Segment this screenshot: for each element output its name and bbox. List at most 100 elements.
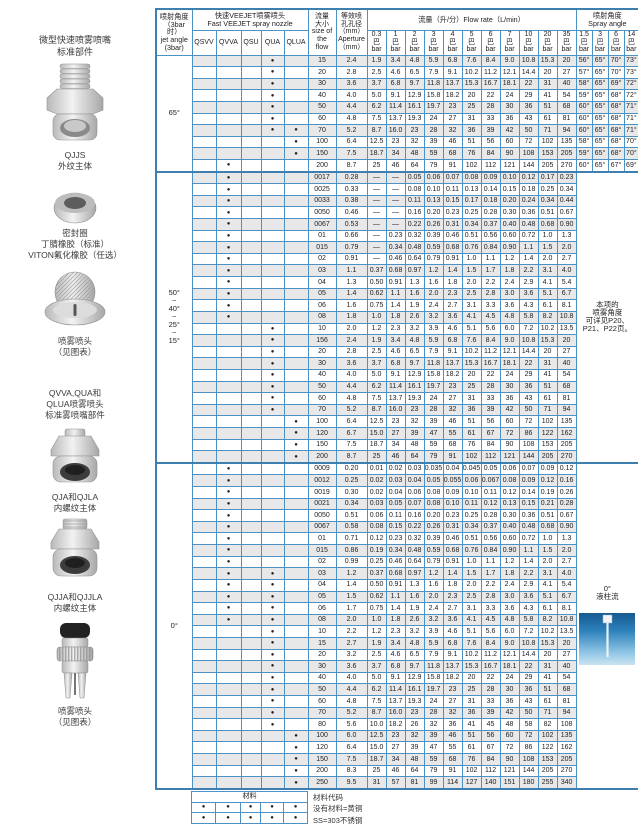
rate-cell: 18.2 [442,671,463,685]
rate-cell: 51 [461,729,482,743]
table-row: ● 50 4.4 6.2 11.4 16.1 19.7 23 25 28 30 36 51 68 [156,683,638,696]
rate-cell: 151 [499,776,520,790]
rate-cell: 22 [518,660,539,673]
rate-cell: 1.3 [404,276,425,289]
rate-cell: 19.3 [404,112,425,126]
stream-image-wrap [577,605,638,667]
rate-cell: 16.0 [385,124,406,137]
rate-cell: 51 [461,135,482,149]
dot-cell [191,194,217,208]
dot-cell: ● [215,532,242,546]
dot-cell [215,706,242,720]
rate-cell: 9.1 [385,89,406,102]
flow-cell: 15 [307,54,337,68]
rate-cell: 0.79 [423,252,444,266]
rate-cell: 6.0 [499,625,520,638]
spray-pressure-header: 14 巴 bar [623,29,638,56]
dot-cell [191,544,217,557]
rate-cell: 270 [556,158,577,173]
dot-cell [191,276,217,289]
rate-cell: 0.25 [461,206,482,220]
aperture-cell: 4.0 [335,368,368,382]
rate-cell: 16.1 [404,683,425,696]
flow-cell: 156 [307,334,337,347]
dot-cell: ● [215,183,242,196]
rate-cell: 23 [404,403,425,417]
aperture-cell: 1.6 [335,299,368,312]
table-row: ● 0021 0.34 0.03 0.05 0.07 0.08 0.10 0.11 0.12 0.1… [156,497,638,511]
rate-cell: 34 [385,753,406,766]
rate-cell: 0.97 [404,264,425,278]
dot-cell [283,671,309,685]
rate-cell: 0.30 [499,509,520,522]
aperture-cell: 1.1 [335,264,368,278]
dot-cell: ● [260,578,285,592]
rate-cell: 1.7 [480,567,501,580]
spray-angle-cell: 65° [591,100,609,114]
rate-cell: 54 [556,368,577,382]
dot-cell [191,764,217,778]
rate-cell: 18.1 [499,660,520,673]
materials-dot-row: ● ● ● ● ● [191,812,308,824]
dot-cell [191,183,217,196]
spray-angle-cell: 65° [591,147,609,160]
aperture-cell: 8.3 [335,764,368,778]
rate-cell: 20 [461,368,482,382]
dot-cell: ● [260,368,285,382]
rate-cell: 2.4 [499,578,520,592]
dot-cell [283,648,309,662]
pressure-header: 35 巴 bar [556,29,577,56]
rate-cell: 0.40 [499,218,520,231]
rate-cell: 60 [499,415,520,428]
rate-cell: 68 [556,380,577,394]
rate-cell: 0.46 [385,555,406,569]
rate-cell: 0.23 [442,509,463,522]
rate-cell: 23 [442,100,463,114]
rate-cell: 19.3 [404,695,425,708]
rate-cell: 0.23 [442,206,463,220]
rate-cell: 41 [461,718,482,731]
rate-cell: 0.64 [404,555,425,569]
rate-cell: 2.0 [556,544,577,557]
rate-cell: 9.1 [442,66,463,79]
aperture-cell: 0.58 [335,520,368,534]
rate-cell: 6.7 [556,287,577,301]
rate-cell: 0.40 [499,520,520,534]
rate-cell: 7.6 [461,54,482,68]
rate-cell: 32 [404,415,425,428]
rate-cell: 18.1 [499,77,520,91]
dot-cell [191,625,217,638]
rate-cell: — [366,241,387,254]
rate-cell: 10.2 [461,345,482,359]
rate-cell: 0.15 [442,194,463,208]
rate-cell: 27 [442,695,463,708]
dot-cell [191,706,217,720]
dot-cell [191,671,217,685]
dot-cell [191,218,217,231]
nozzle-type-header: QLUA [283,29,309,56]
rate-cell: 20 [556,54,577,68]
rate-cell: 0.055 [442,474,463,488]
spray-angle-cell: 57° [575,66,593,79]
rate-cell: 3.6 [518,287,539,301]
rate-cell: 3.2 [404,322,425,336]
dot-cell [191,648,217,662]
rate-cell: 16.7 [480,357,501,370]
qvva-group-heading: QVVA,QUA和 QLUA喷雾喷头 标准雾喷嘴部件 [45,388,105,421]
rate-cell: 122 [537,741,558,755]
rate-cell: 114 [442,776,463,790]
qjjs-caption: QJJS 外纹主体 [57,150,92,172]
rate-cell: 3.6 [499,299,520,312]
pressure-header: 10 巴 bar [518,29,539,56]
rate-cell: 12.1 [499,648,520,662]
rate-cell: 18.2 [442,89,463,102]
rate-cell: 47 [423,741,444,755]
flow-cell: 02 [307,252,337,266]
rate-cell: 0.20 [423,509,444,522]
rate-cell: — [366,229,387,243]
dot-cell: ● [215,206,242,220]
dot-cell: ● [260,345,285,359]
dot-cell: ● [215,486,242,499]
rate-cell: 4.1 [461,613,482,627]
dot-cell [215,66,242,79]
